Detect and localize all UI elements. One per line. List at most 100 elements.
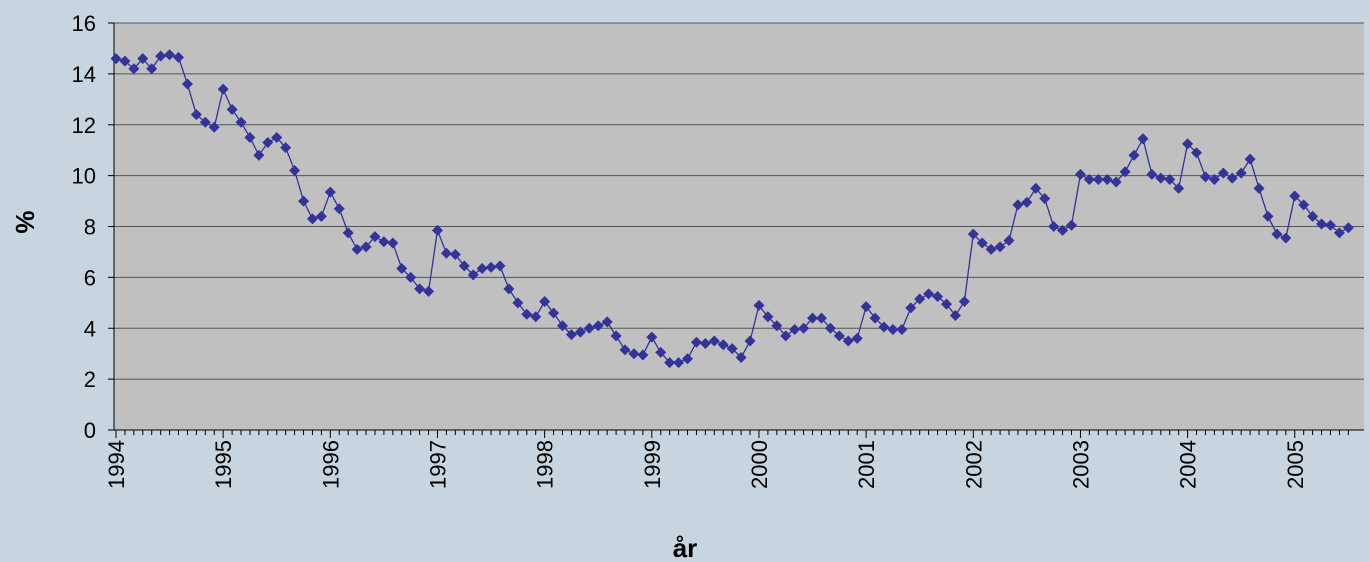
data-point — [306, 213, 318, 225]
data-point — [958, 296, 970, 308]
data-point — [1173, 182, 1185, 194]
data-point — [476, 262, 488, 274]
data-point — [932, 290, 944, 302]
y-axis-label: % — [10, 210, 40, 233]
x-tick-label: 1997 — [425, 440, 450, 489]
data-point — [601, 316, 613, 328]
x-tick-label: 1995 — [211, 440, 236, 489]
data-point — [262, 137, 274, 149]
data-point — [324, 186, 336, 198]
data-point — [181, 78, 193, 90]
data-point — [1324, 219, 1336, 231]
data-point — [610, 330, 622, 342]
data-point — [512, 297, 524, 309]
data-point — [744, 335, 756, 347]
data-point — [110, 53, 122, 65]
data-point — [521, 308, 533, 320]
y-tick-label: 16 — [72, 11, 96, 36]
data-point — [565, 329, 577, 341]
data-point — [405, 271, 417, 283]
data-point — [333, 203, 345, 215]
data-point — [1155, 172, 1167, 184]
data-point — [985, 243, 997, 255]
data-point — [271, 131, 283, 143]
data-point — [387, 237, 399, 249]
data-point — [199, 116, 211, 128]
data-point — [1217, 167, 1229, 179]
data-point — [619, 344, 631, 356]
data-point — [592, 320, 604, 332]
data-point — [1021, 196, 1033, 208]
data-point — [628, 348, 640, 360]
data-point — [315, 210, 327, 222]
data-point — [1012, 199, 1024, 211]
data-point — [1333, 227, 1345, 239]
data-point — [637, 349, 649, 361]
data-point — [1039, 193, 1051, 205]
data-point — [1164, 173, 1176, 185]
x-tick-label: 1994 — [104, 440, 129, 489]
data-point — [842, 335, 854, 347]
data-point — [735, 352, 747, 364]
data-point — [833, 330, 845, 342]
data-point — [1289, 190, 1301, 202]
data-point — [119, 55, 131, 67]
y-tick-label: 0 — [84, 418, 96, 443]
data-point — [128, 63, 140, 75]
y-tick-label: 2 — [84, 367, 96, 392]
data-point — [1208, 173, 1220, 185]
data-point — [548, 307, 560, 319]
data-point — [431, 224, 443, 236]
data-point — [190, 109, 202, 121]
data-point — [914, 293, 926, 305]
data-point — [1128, 149, 1140, 161]
data-point — [1298, 199, 1310, 211]
data-point — [682, 353, 694, 365]
data-point — [994, 241, 1006, 253]
y-tick-label: 4 — [84, 316, 96, 341]
data-point — [1119, 166, 1131, 178]
data-point — [1262, 210, 1274, 222]
data-point — [539, 296, 551, 308]
y-tick-label: 14 — [72, 62, 96, 87]
data-point — [798, 322, 810, 334]
y-tick-label: 6 — [84, 265, 96, 290]
data-point — [485, 261, 497, 273]
x-tick-label: 2001 — [854, 440, 879, 489]
data-point — [807, 312, 819, 324]
data-point — [503, 283, 515, 295]
data-point — [414, 283, 426, 295]
data-point — [1271, 228, 1283, 240]
data-point — [557, 320, 568, 332]
data-point — [1030, 182, 1042, 194]
data-point — [708, 335, 720, 347]
data-point — [717, 339, 729, 351]
data-point — [449, 248, 461, 260]
data-point — [1244, 153, 1256, 165]
data-point — [1316, 218, 1328, 230]
x-tick-label: 2000 — [747, 440, 772, 489]
data-point — [1101, 173, 1113, 185]
data-point — [1307, 210, 1319, 222]
data-point — [1083, 173, 1095, 185]
data-point — [351, 243, 363, 255]
data-point — [1182, 138, 1194, 150]
data-point — [208, 121, 220, 133]
data-point — [1342, 222, 1354, 234]
x-tick-label: 2003 — [1068, 440, 1093, 489]
data-point — [949, 310, 961, 322]
x-tick-label: 1998 — [533, 440, 558, 489]
data-point — [1226, 172, 1238, 184]
data-point — [137, 53, 149, 65]
data-point — [780, 330, 792, 342]
data-point — [1057, 224, 1069, 236]
data-point — [869, 312, 881, 324]
data-point — [905, 302, 917, 314]
data-point — [655, 346, 667, 358]
data-point — [369, 231, 381, 243]
data-point — [1280, 232, 1292, 244]
data-point — [494, 260, 506, 272]
data-point — [396, 262, 408, 274]
x-axis-label: år — [673, 533, 698, 562]
data-point — [423, 285, 435, 297]
